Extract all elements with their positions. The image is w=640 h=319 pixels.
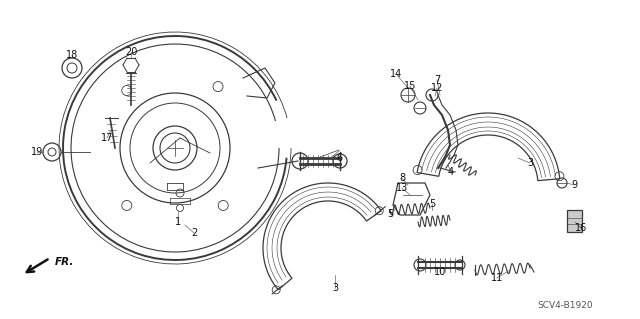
Text: 5: 5	[387, 209, 393, 219]
Text: 1: 1	[175, 217, 181, 227]
Text: 19: 19	[31, 147, 43, 157]
Text: 4: 4	[448, 167, 454, 177]
Text: 13: 13	[396, 183, 408, 193]
Text: 9: 9	[571, 180, 577, 190]
Text: 16: 16	[575, 223, 587, 233]
Text: 8: 8	[399, 173, 405, 183]
Text: 17: 17	[101, 133, 113, 143]
Text: 2: 2	[191, 228, 197, 238]
Text: 7: 7	[434, 75, 440, 85]
Text: SCV4-B1920: SCV4-B1920	[537, 300, 593, 309]
Text: 5: 5	[429, 199, 435, 209]
Text: 6: 6	[336, 153, 342, 163]
Text: 20: 20	[125, 47, 137, 57]
Text: 12: 12	[431, 83, 443, 93]
Text: 3: 3	[332, 283, 338, 293]
Text: 14: 14	[390, 69, 402, 79]
Text: FR.: FR.	[55, 257, 74, 267]
Text: 10: 10	[434, 267, 446, 277]
Polygon shape	[567, 210, 582, 232]
Text: 3: 3	[527, 158, 533, 168]
Text: 18: 18	[66, 50, 78, 60]
Text: 11: 11	[491, 273, 503, 283]
Text: 15: 15	[404, 81, 416, 91]
